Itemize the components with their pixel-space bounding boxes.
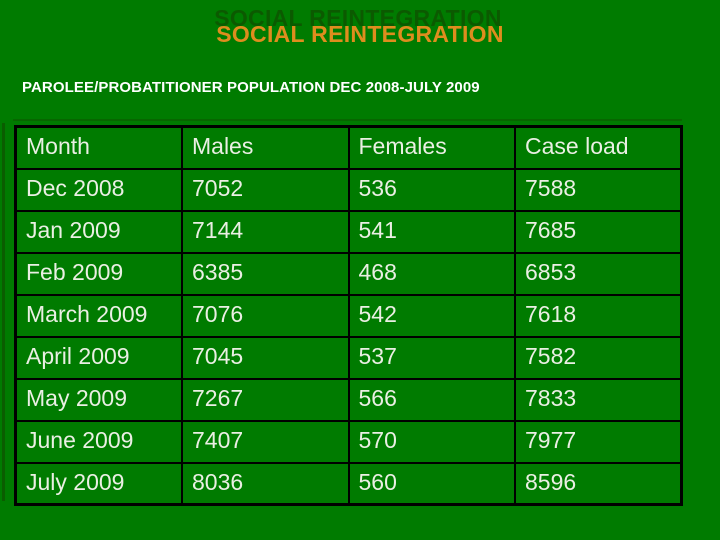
table-row: Jan 2009 7144 541 7685 [14, 209, 683, 254]
table-shadow-echo-left [2, 123, 5, 501]
table-row: Feb 2009 6385 468 6853 [14, 251, 683, 296]
cell-females: 537 [347, 335, 516, 380]
cell-month: Dec 2008 [14, 167, 183, 212]
column-header-females: Females [347, 125, 516, 170]
cell-caseload: 7618 [514, 293, 683, 338]
cell-month: Feb 2009 [14, 251, 183, 296]
cell-caseload: 7977 [514, 419, 683, 464]
cell-females: 468 [347, 251, 516, 296]
cell-males: 6385 [181, 251, 350, 296]
cell-month: July 2009 [14, 461, 183, 506]
cell-caseload: 7685 [514, 209, 683, 254]
cell-males: 7267 [181, 377, 350, 422]
cell-males: 7144 [181, 209, 350, 254]
cell-males: 8036 [181, 461, 350, 506]
table-header-row: Month Males Females Case load [14, 125, 683, 170]
cell-females: 541 [347, 209, 516, 254]
cell-month: June 2009 [14, 419, 183, 464]
cell-males: 7076 [181, 293, 350, 338]
table-row: May 2009 7267 566 7833 [14, 377, 683, 422]
cell-caseload: 7582 [514, 335, 683, 380]
table-row: March 2009 7076 542 7618 [14, 293, 683, 338]
column-header-males: Males [181, 125, 350, 170]
cell-caseload: 7588 [514, 167, 683, 212]
cell-caseload: 6853 [514, 251, 683, 296]
slide-subtitle: PAROLEE/PROBATITIONER POPULATION DEC 200… [22, 79, 480, 96]
table-row: April 2009 7045 537 7582 [14, 335, 683, 380]
cell-month: April 2009 [14, 335, 183, 380]
cell-males: 7052 [181, 167, 350, 212]
population-table: Month Males Females Case load Dec 2008 7… [14, 125, 683, 506]
cell-month: March 2009 [14, 293, 183, 338]
table-row: July 2009 8036 560 8596 [14, 461, 683, 506]
cell-month: Jan 2009 [14, 209, 183, 254]
slide-title: SOCIAL REINTEGRATION [216, 21, 504, 47]
cell-males: 7407 [181, 419, 350, 464]
table-shadow-echo-top [13, 119, 682, 121]
cell-caseload: 7833 [514, 377, 683, 422]
cell-caseload: 8596 [514, 461, 683, 506]
cell-females: 570 [347, 419, 516, 464]
cell-males: 7045 [181, 335, 350, 380]
cell-females: 560 [347, 461, 516, 506]
cell-females: 566 [347, 377, 516, 422]
column-header-caseload: Case load [514, 125, 683, 170]
cell-females: 536 [347, 167, 516, 212]
cell-females: 542 [347, 293, 516, 338]
table-row: June 2009 7407 570 7977 [14, 419, 683, 464]
cell-month: May 2009 [14, 377, 183, 422]
column-header-month: Month [14, 125, 183, 170]
table-row: Dec 2008 7052 536 7588 [14, 167, 683, 212]
